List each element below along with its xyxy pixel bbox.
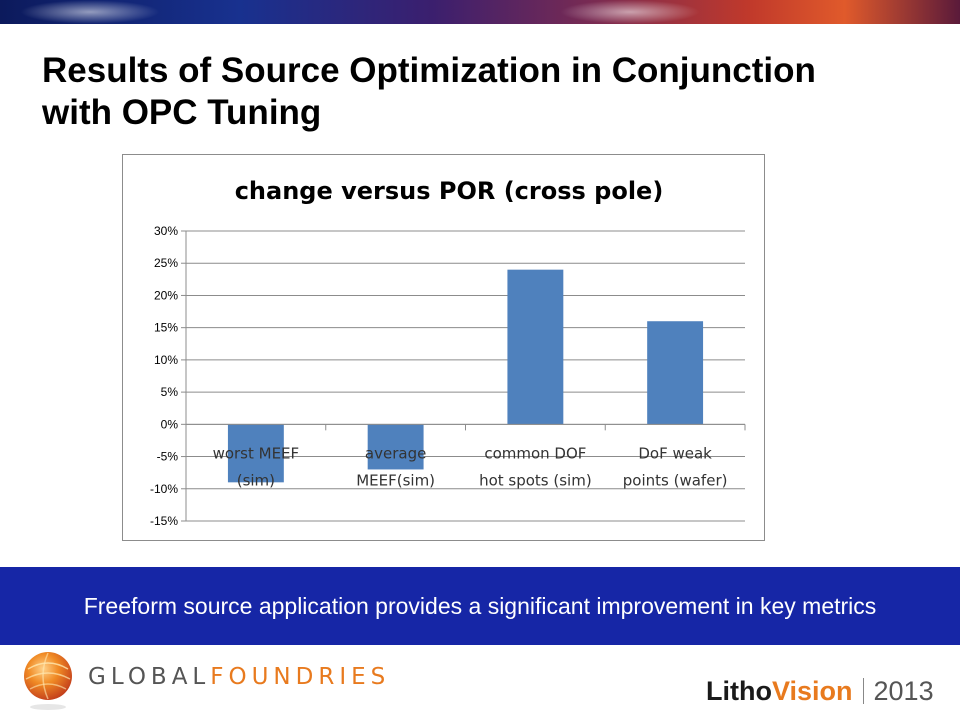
chart-title: change versus POR (cross pole)	[235, 177, 664, 205]
bar	[647, 321, 704, 425]
banner-glow	[560, 0, 700, 24]
globe-logo-icon	[24, 652, 72, 710]
bar	[227, 424, 284, 483]
x-category-label: worst MEEF	[213, 444, 300, 462]
y-tick-label: 30%	[154, 224, 178, 238]
top-banner	[0, 0, 960, 24]
bar-chart: change versus POR (cross pole) 30% 25% 20%…	[150, 177, 746, 528]
lithovision-year: 2013	[873, 676, 934, 706]
lithovision-litho: Litho	[706, 676, 772, 706]
y-tick-label: -5%	[157, 450, 179, 464]
logo-separator	[862, 678, 864, 704]
lithovision-logo: LithoVision 2013	[706, 676, 934, 707]
summary-text: Freeform source application provides a s…	[83, 593, 877, 619]
slide-title: Results of Source Optimization in Conjun…	[42, 51, 816, 132]
wordmark-foundries: FOUNDRIES	[210, 664, 391, 690]
x-category-label: common DOF	[484, 444, 586, 462]
y-tick-label: 15%	[154, 321, 178, 335]
y-tick-label: -15%	[150, 514, 178, 528]
lithovision-vision: Vision	[771, 676, 853, 706]
banner-glow	[20, 0, 160, 24]
y-tick-label: 10%	[154, 353, 178, 367]
x-category-label: (sim)	[237, 471, 275, 489]
x-category-label: average	[365, 444, 426, 462]
y-tick-label: 5%	[161, 385, 179, 399]
x-category-label: MEEF(sim)	[356, 471, 435, 489]
x-category-label: points (wafer)	[623, 471, 728, 489]
y-tick-label: 20%	[154, 288, 178, 302]
bar	[367, 424, 424, 470]
y-tick-label: -10%	[150, 482, 178, 496]
globalfoundries-wordmark: GLOBALFOUNDRIES	[88, 664, 390, 690]
x-category-label: DoF weak	[638, 444, 712, 462]
y-tick-label: 25%	[154, 256, 178, 270]
y-tick-label: 0%	[161, 417, 179, 431]
summary-banner: Freeform source application provides a s…	[0, 567, 960, 645]
chart-frame: change versus POR (cross pole) 30% 25% 20%…	[122, 154, 765, 541]
wordmark-global: GLOBAL	[88, 664, 211, 690]
bar	[507, 269, 564, 425]
x-category-label: hot spots (sim)	[479, 471, 592, 489]
